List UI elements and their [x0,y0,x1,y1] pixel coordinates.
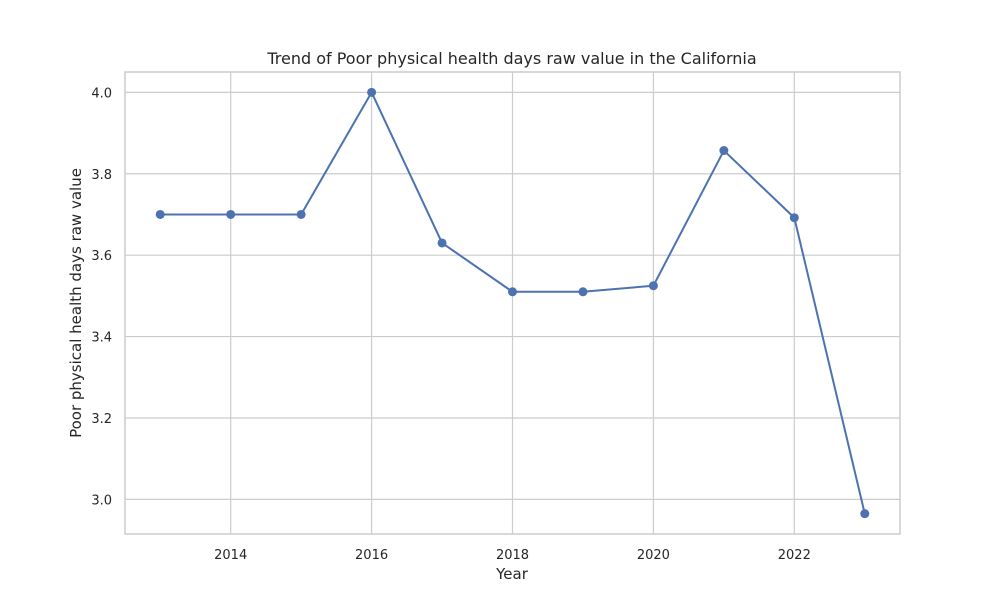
data-point [648,281,658,291]
y-axis-ticks: 3.0 3.2 3.4 3.6 3.8 4.0 [91,86,112,508]
data-point [508,287,517,297]
y-tick-label: 3.8 [91,168,112,183]
data-point [155,209,165,219]
data-point [789,213,799,223]
x-axis-ticks: 2014 2016 2018 2020 2022 [214,548,811,563]
y-tick-label: 3.0 [91,493,112,508]
data-point [437,238,447,248]
series-group [155,87,870,519]
y-axis-label: Poor physical health days raw value [67,168,85,438]
data-point [296,209,306,219]
x-tick-label: 2018 [496,548,529,563]
y-tick-label: 4.0 [91,86,112,101]
x-axis-label: Year [495,565,529,583]
x-tick-label: 2020 [637,548,670,563]
data-point [719,146,729,156]
y-tick-label: 3.6 [91,249,112,264]
y-tick-label: 3.4 [91,331,112,346]
data-point [578,287,588,297]
y-tick-label: 3.2 [91,412,112,427]
data-point [367,87,377,97]
grid-lines [125,72,900,534]
x-tick-label: 2022 [778,548,811,563]
x-tick-label: 2016 [355,548,388,563]
chart-title: Trend of Poor physical health days raw v… [266,49,756,68]
x-tick-label: 2014 [214,548,247,563]
plot-frame [124,71,901,535]
data-point [860,509,870,519]
data-point [226,209,236,219]
